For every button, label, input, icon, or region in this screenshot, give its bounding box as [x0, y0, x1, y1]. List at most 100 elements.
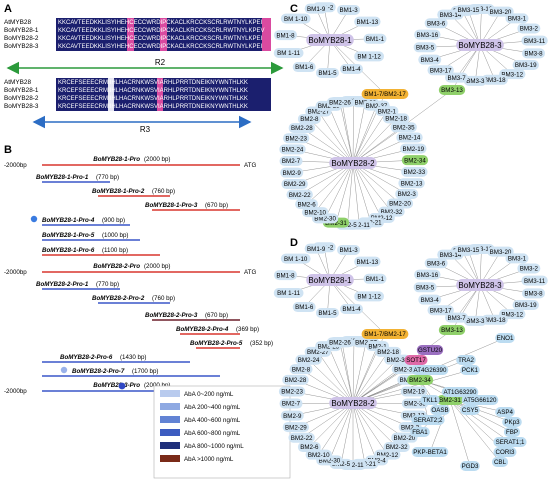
fragment-size: (770 bp): [96, 281, 119, 288]
fragment-size: (1000 bp): [102, 232, 129, 239]
legend-label: AbA 0~200 ng/mL: [184, 391, 234, 398]
target-node: BM2-35: [394, 366, 416, 373]
target-node: BM2-25: [318, 343, 340, 350]
edge: [352, 402, 377, 461]
target-node: BM3-7: [447, 315, 466, 322]
bridge-node: AT4G26390: [414, 367, 447, 374]
target-node-bg: [288, 122, 316, 133]
cluster-node-bg: [461, 395, 499, 405]
target-node-bg: [326, 337, 354, 348]
panel-b-label: B: [4, 144, 12, 156]
hub-bg: [329, 157, 377, 169]
target-node: BM3-3: [466, 78, 485, 85]
target-node: BM1-1: [366, 276, 385, 283]
promoter-size: (2000 bp): [144, 156, 171, 163]
target-node: BM2-9: [283, 413, 302, 420]
target-node-bg: [517, 23, 541, 34]
target-node-bg: [481, 74, 508, 85]
promoter-atg-label: ATG: [244, 269, 256, 276]
bm234-node-bg: [406, 375, 434, 385]
target-node: BM2-13: [401, 180, 423, 187]
fragment-name: BoMYB28-2-Pro-4: [176, 326, 229, 333]
target-node-bg: [424, 258, 448, 269]
target-node-bg: [354, 291, 384, 302]
target-node-bg: [386, 198, 414, 209]
cluster-node-bg: [493, 437, 527, 447]
fragment-size: (900 bp): [102, 217, 125, 224]
cluster-node: FBA1: [412, 429, 428, 436]
target-node-bg: [414, 29, 441, 40]
cluster-node: OASB: [431, 407, 448, 414]
edge: [339, 102, 354, 164]
fragment-size: (1430 bp): [120, 354, 147, 361]
target-node: BM3-1: [508, 16, 527, 23]
cluster-node: SERAT1;1: [496, 439, 525, 446]
target-node: BM3-3: [466, 318, 485, 325]
target-node: BM2-20: [394, 435, 416, 442]
target-node: BM2-29: [284, 181, 306, 188]
target-node: BM3-10: [471, 246, 493, 253]
shared-node: BM3-13: [441, 327, 463, 334]
align-name: BoMYB28-2: [4, 95, 39, 102]
target-node: BM3-8: [524, 51, 543, 58]
cluster-node: FBP: [506, 429, 518, 436]
edge: [340, 402, 354, 464]
target-node: BM1-8: [276, 272, 295, 279]
edge: [352, 162, 382, 219]
target-node-bg: [413, 42, 437, 53]
target-node: BM2-32: [381, 209, 403, 216]
edge: [335, 162, 354, 223]
cluster-node: CBL: [494, 459, 507, 466]
target-node-bg: [304, 243, 328, 254]
target-node-bg: [274, 270, 298, 281]
cluster-node: SERAT2;2: [414, 417, 443, 424]
fragment-name: BoMYB28-1-Pro-2: [92, 188, 145, 195]
fragment-size: (760 bp): [152, 295, 175, 302]
edge: [341, 341, 354, 404]
hub-label: BoMYB28-1: [308, 276, 352, 285]
target-node-bg: [413, 282, 437, 293]
target-node: BM3-8: [524, 291, 543, 298]
hub-bg: [306, 34, 354, 46]
cluster-node-bg: [460, 405, 480, 415]
bridge-node: ENO1: [497, 335, 514, 342]
target-node: BM2-33: [404, 169, 426, 176]
shared-node: BM1-7/BM2-17: [364, 91, 406, 98]
bridge-node: TRA2: [458, 357, 474, 364]
target-node: BM3-14: [440, 252, 462, 259]
hub-bg: [329, 397, 377, 409]
target-node: BM2-28: [291, 125, 313, 132]
fragment-name: BoMYB28-1-Pro-4: [42, 217, 95, 224]
target-node: BM3-17: [430, 67, 452, 74]
target-node-bg: [282, 374, 309, 385]
cluster-node-bg: [460, 461, 480, 471]
target-node: BM1-6: [295, 64, 314, 71]
edge: [352, 162, 392, 212]
target-node: BM3-11: [524, 278, 546, 285]
cluster-node: CORI3: [496, 449, 515, 456]
edge: [449, 399, 511, 443]
edge: [352, 402, 397, 448]
fragment-name: BoMYB28-1-Pro-1: [36, 174, 89, 181]
edge: [315, 162, 354, 213]
target-node-bg: [383, 442, 410, 453]
target-node: BM2-22: [291, 435, 313, 442]
target-node: BM2-37: [355, 340, 377, 347]
fragment-name: BoMYB28-1-Pro-6: [42, 247, 95, 254]
cluster-node: AT5G66120: [464, 397, 497, 404]
target-node-bg: [301, 207, 329, 218]
target-node-bg: [280, 13, 311, 24]
shared-node: BM1-7/BM2-17: [364, 331, 406, 338]
cluster-node-bg: [502, 417, 522, 427]
target-node: BM2-31: [325, 220, 347, 227]
target-node: BM2-19: [402, 146, 424, 153]
target-node: BM2-3: [398, 191, 417, 198]
edge: [309, 402, 354, 448]
align-name: AtMYB28: [4, 19, 31, 26]
target-node: BM1-4: [342, 66, 361, 73]
target-node-bg: [279, 398, 303, 409]
target-node: BM2-26: [329, 100, 351, 107]
edge: [328, 346, 354, 404]
target-node-bg: [391, 364, 419, 375]
